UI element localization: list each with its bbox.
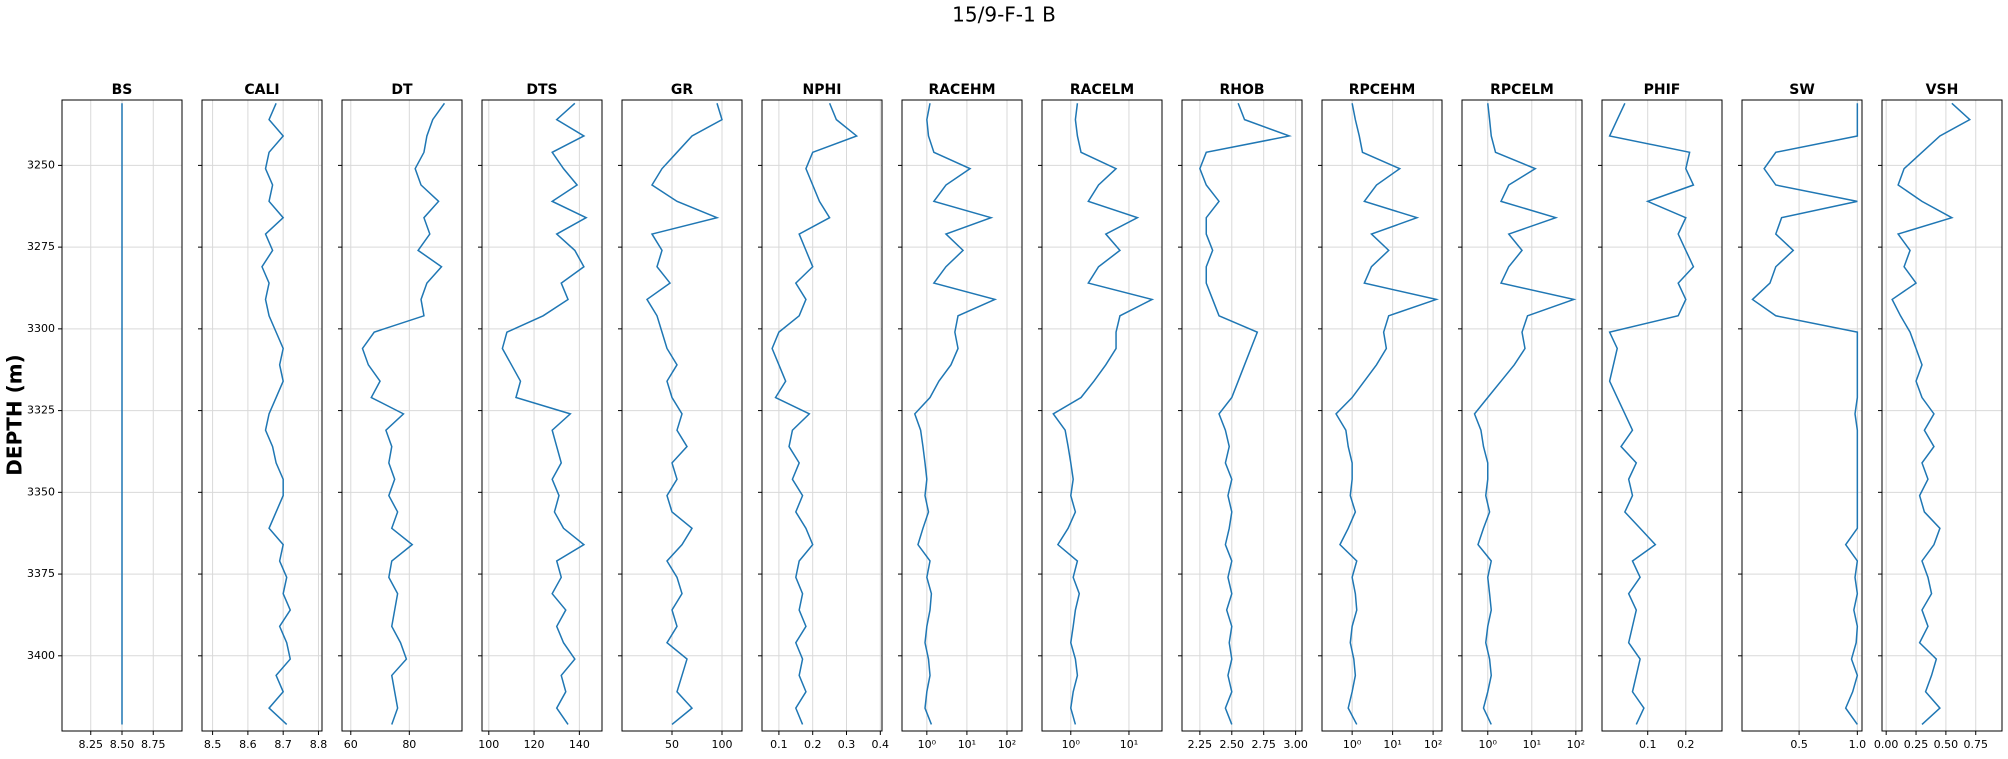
x-tick-label: 80 [402,738,416,751]
x-tick-label: 100 [478,738,499,751]
log-curve [913,103,998,725]
x-tick-label: 100 [712,738,733,751]
x-tick-label: 2.25 [1188,738,1213,751]
y-tick-label: 3350 [27,485,55,498]
track-frame [901,99,1023,732]
log-curve [261,102,292,726]
track-frame [1461,99,1583,732]
y-tick-label: 3300 [27,322,55,335]
x-tick-label: 8.50 [110,738,135,751]
track-frame [621,99,743,732]
x-tick-label: 10¹ [1120,738,1138,751]
x-tick-label: 0.2 [804,738,822,751]
x-tick-label: 10⁰ [1062,738,1081,751]
x-tick-label: 8.5 [204,738,222,751]
log-curve [361,102,446,725]
x-tick-label: 10⁰ [1343,738,1362,751]
track-frame [1321,99,1443,732]
x-tick-label: 0.50 [1934,738,1959,751]
track-frame [761,99,883,732]
log-curve [1891,102,1972,726]
track-title: PHIF [1644,82,1681,98]
track-title: RPCEHM [1349,82,1416,98]
log-curve [771,102,859,725]
track-frame [1041,99,1163,732]
track-frame [1601,99,1723,732]
track-frame [481,99,603,732]
track-frame [201,99,323,732]
log-curve [1751,103,1859,725]
y-axis-label: DEPTH (m) [3,354,27,475]
y-tick-label: 3325 [27,404,55,417]
x-tick-label: 2.75 [1251,738,1276,751]
y-tick-label: 3275 [27,240,55,253]
x-tick-label: 2.50 [1220,738,1245,751]
x-tick-label: 8.8 [310,738,328,751]
x-tick-label: 120 [524,738,545,751]
figure-title: 15/9-F-1 B [952,3,1056,27]
x-tick-label: 8.6 [239,738,257,751]
x-tick-label: 10¹ [1383,738,1401,751]
x-tick-label: 10² [1567,738,1585,751]
x-tick-label: 60 [344,738,358,751]
x-tick-label: 50 [665,738,679,751]
x-tick-label: 0.2 [1677,738,1695,751]
x-tick-label: 0.4 [872,738,890,751]
x-tick-label: 0.75 [1963,738,1988,751]
track-title: VSH [1926,82,1959,98]
track-title: BS [112,82,133,98]
x-tick-label: 10¹ [958,738,976,751]
x-tick-label: 10² [998,738,1016,751]
x-tick-label: 0.3 [838,738,856,751]
track-title: DTS [526,82,557,98]
log-curve [501,102,588,725]
track-title: RPCELM [1490,82,1554,98]
track-title: RACELM [1070,82,1134,98]
log-curve [1473,103,1577,725]
log-curve [1335,103,1440,725]
log-curve [1608,102,1695,725]
x-tick-label: 8.25 [79,738,104,751]
track-title: DT [391,82,413,98]
log-curve [645,103,723,726]
track-title: RHOB [1219,82,1264,98]
x-tick-label: 8.7 [274,738,292,751]
track-frame [1881,99,2003,732]
track-title: RACEHM [928,82,995,98]
y-tick-label: 3375 [27,567,55,580]
track-frame [61,99,183,732]
x-tick-label: 0.1 [1639,738,1657,751]
x-tick-label: 0.25 [1904,738,1929,751]
x-tick-label: 10⁰ [918,738,937,751]
x-tick-label: 10⁰ [1479,738,1498,751]
track-title: NPHI [803,82,842,98]
y-tick-label: 3400 [27,649,55,662]
x-tick-label: 8.75 [141,738,166,751]
x-tick-label: 10² [1424,738,1442,751]
x-tick-label: 0.00 [1874,738,1899,751]
x-tick-label: 10¹ [1523,738,1541,751]
track-frame [341,99,463,732]
track-title: CALI [244,82,279,98]
log-curve [1199,102,1293,725]
track-title: GR [671,82,693,98]
x-tick-label: 0.5 [1790,738,1808,751]
track-frame [1741,99,1863,732]
x-tick-label: 3.00 [1283,738,1308,751]
y-tick-label: 3250 [27,158,55,171]
x-tick-label: 140 [569,738,590,751]
track-title: SW [1789,82,1815,98]
x-tick-label: 0.1 [770,738,788,751]
x-tick-label: 1.0 [1849,738,1867,751]
track-frame [1181,99,1303,732]
log-curve [1052,103,1155,725]
